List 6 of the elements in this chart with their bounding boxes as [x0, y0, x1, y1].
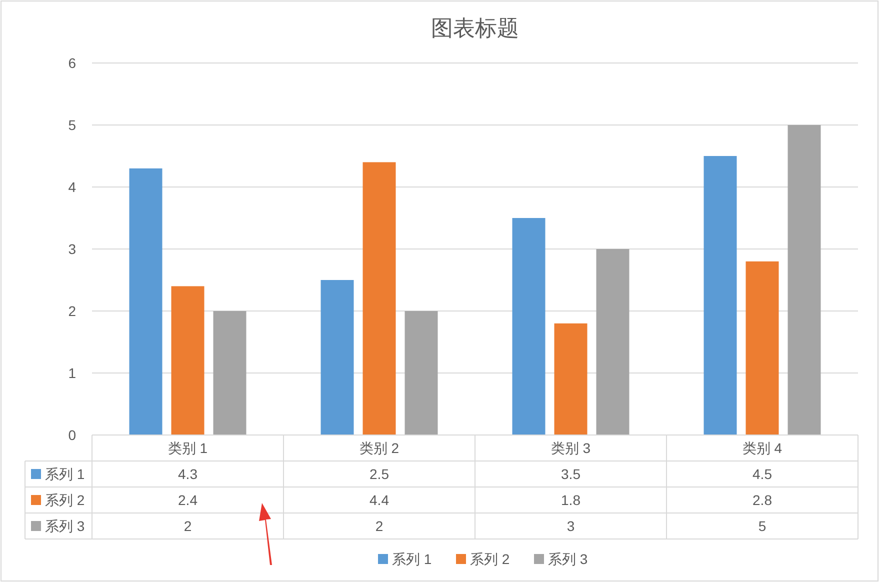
table-series: 系列 3 [45, 518, 85, 534]
table-series: 系列 2 [45, 492, 85, 508]
legend-label: 系列 3 [548, 551, 588, 567]
table-series: 系列 1 [45, 466, 85, 482]
title: 图表标题 [431, 16, 519, 40]
legend: 系列 1 系列 2 系列 3 [378, 551, 588, 567]
